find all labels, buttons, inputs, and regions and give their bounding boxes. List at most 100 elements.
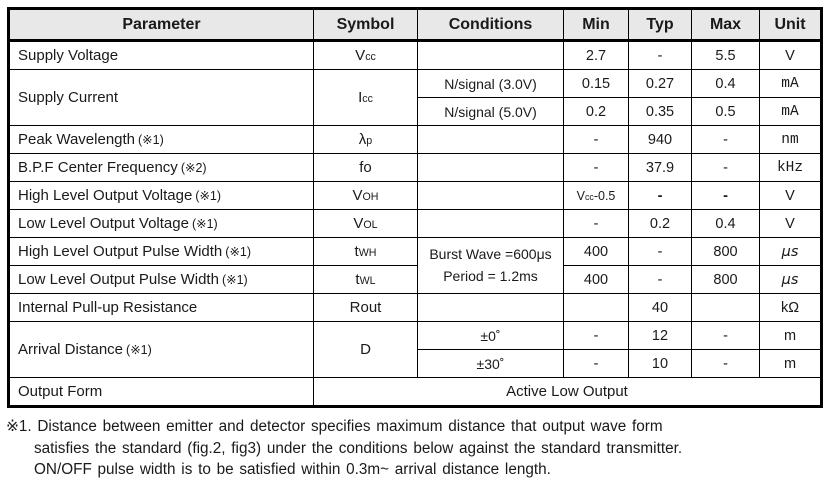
cell-conditions [417, 125, 564, 154]
cell-max: - [691, 181, 760, 210]
cell-min: Vcc-0.5 [563, 181, 629, 210]
cell-parameter: Peak Wavelength (※1) [8, 125, 314, 154]
cell-max [691, 293, 760, 322]
cell-conditions [417, 209, 564, 238]
cell-parameter: Internal Pull-up Resistance [8, 293, 314, 322]
condition-line: Period = 1.2ms [443, 267, 538, 284]
cell-min: 2.7 [563, 40, 629, 70]
cell-symbol: tWL [313, 265, 418, 294]
cell-symbol: D [313, 321, 418, 378]
footnote-ref: (※2) [180, 161, 207, 175]
cell-max: - [691, 321, 760, 350]
footnote-ref: (※1) [195, 189, 222, 203]
cell-conditions: ±30˚ [417, 349, 564, 378]
cell-conditions [417, 293, 564, 322]
cell-max: - [691, 153, 760, 182]
header-parameter: Parameter [8, 8, 314, 42]
footnote-ref: (※1) [138, 133, 164, 147]
parameter-label: Low Level Output Voltage [18, 215, 189, 232]
cell-unit: kHz [759, 153, 822, 182]
cell-min: - [563, 209, 629, 238]
cell-unit: kΩ [759, 293, 822, 322]
row-supply-current-3v: Supply Current Icc N/signal (3.0V) 0.15 … [8, 69, 822, 126]
cell-parameter: Supply Current [8, 69, 314, 126]
cell-typ: 940 [628, 125, 692, 154]
spec-table: Parameter Symbol Conditions Min Typ Max … [7, 7, 823, 408]
cell-symbol: Vcc [313, 40, 418, 70]
cell-parameter: Supply Voltage [8, 40, 314, 70]
row-low-output-voltage: Low Level Output Voltage (※1) VOL - 0.2 0… [8, 209, 822, 238]
row-pullup-resistance: Internal Pull-up Resistance Rout 40 kΩ [8, 293, 822, 322]
cell-unit: m [759, 349, 822, 378]
cell-symbol: Rout [313, 293, 418, 322]
condition-line: Burst Wave =600μs [429, 245, 552, 262]
cell-min: - [563, 349, 629, 378]
cell-min: 0.15 [563, 69, 629, 98]
cell-parameter: Low Level Output Pulse Width (※1) [8, 265, 314, 294]
row-peak-wavelength: Peak Wavelength (※1) λp - 940 - nm [8, 125, 822, 154]
cell-conditions [417, 153, 564, 182]
row-low-pulse-width: Low Level Output Pulse Width (※1) tWL 400… [8, 265, 822, 294]
cell-output-form-value: Active Low Output [313, 377, 822, 407]
footnote-ref: (※1) [191, 217, 218, 231]
cell-parameter: B.P.F Center Frequency (※2) [8, 153, 314, 182]
parameter-label: B.P.F Center Frequency [18, 159, 178, 176]
cell-symbol: VOL [313, 209, 418, 238]
cell-unit: μs [759, 265, 822, 294]
footnote-ref: (※1) [221, 273, 248, 287]
cell-min [563, 293, 629, 322]
cell-conditions: ±0˚ [417, 321, 564, 350]
cell-unit: m [759, 321, 822, 350]
row-arrival-distance-0deg: Arrival Distance (※1) D ±0˚ - 12 - m [8, 321, 822, 378]
parameter-label: High Level Output Voltage [18, 187, 193, 204]
cell-unit: V [759, 40, 822, 70]
cell-max: 5.5 [691, 40, 760, 70]
parameter-label: Supply Voltage [18, 47, 119, 64]
cell-max: 800 [691, 265, 760, 294]
header-unit: Unit [759, 8, 822, 42]
cell-parameter: Output Form [8, 377, 314, 407]
cell-typ: 12 [628, 321, 692, 350]
cell-symbol: Icc [313, 69, 418, 126]
footnote-line: ON/OFF pulse width is to be satisfied wi… [34, 461, 551, 479]
cell-symbol: fo [313, 153, 418, 182]
row-high-output-voltage: High Level Output Voltage (※1) VOH Vcc-0.… [8, 181, 822, 210]
cell-parameter: Low Level Output Voltage (※1) [8, 209, 314, 238]
header-row: Parameter Symbol Conditions Min Typ Max … [8, 8, 822, 42]
cell-conditions [417, 181, 564, 210]
row-arrival-distance-30deg: ±30˚ - 10 - m [9, 349, 822, 378]
cell-max: 0.5 [691, 97, 760, 126]
row-bpf-center-frequency: B.P.F Center Frequency (※2) fo - 37.9 - k… [8, 153, 822, 182]
header-max: Max [691, 8, 760, 42]
parameter-label: Low Level Output Pulse Width [18, 271, 219, 288]
cell-typ: - [628, 265, 692, 294]
row-supply-current-5v: N/signal (5.0V) 0.2 0.35 0.5 mA [9, 97, 822, 126]
header-typ: Typ [628, 8, 692, 42]
cell-min: 400 [563, 237, 629, 266]
footnote-line: satisfies the standard (fig.2, fig3) und… [34, 439, 683, 457]
header-symbol: Symbol [313, 8, 418, 42]
cell-symbol: VOH [313, 181, 418, 210]
row-output-form: Output Form Active Low Output [8, 377, 822, 407]
cell-min: 400 [563, 265, 629, 294]
parameter-label: Peak Wavelength [18, 131, 136, 148]
cell-typ: 0.35 [628, 97, 692, 126]
cell-unit: mA [759, 69, 822, 98]
cell-typ: 0.2 [628, 209, 692, 238]
cell-parameter: Arrival Distance (※1) [8, 321, 314, 378]
cell-min: - [563, 321, 629, 350]
cell-typ: 40 [628, 293, 692, 322]
footnote-ref: (※1) [126, 343, 152, 357]
parameter-label: Internal Pull-up Resistance [18, 299, 198, 316]
cell-typ: 0.27 [628, 69, 692, 98]
cell-symbol: tWH [313, 237, 418, 266]
cell-min: 0.2 [563, 97, 629, 126]
cell-unit: V [759, 209, 822, 238]
cell-typ: - [628, 181, 692, 210]
cell-max: - [691, 349, 760, 378]
footnote: ※1. Distance between emitter and detecto… [6, 416, 822, 481]
cell-parameter: High Level Output Pulse Width (※1) [8, 237, 314, 266]
cell-conditions: N/signal (3.0V) [417, 69, 564, 98]
cell-conditions [417, 40, 564, 70]
header-min: Min [563, 8, 629, 42]
